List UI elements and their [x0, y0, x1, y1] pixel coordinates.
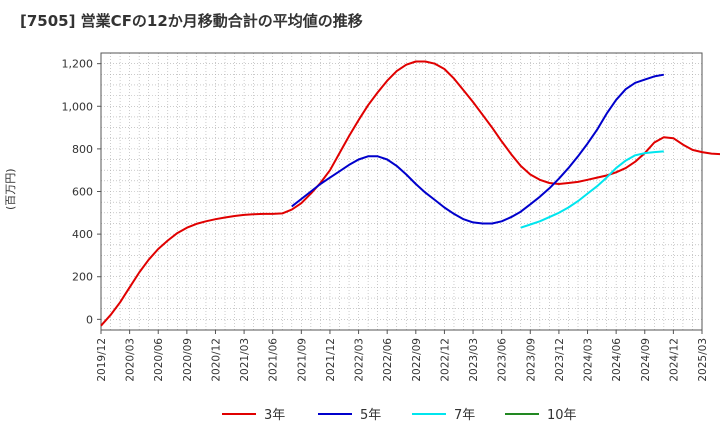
- x-tick-label: 2023/09: [525, 338, 537, 382]
- grid-lines: [100, 52, 703, 331]
- x-tick-label: 2023/12: [554, 338, 566, 382]
- x-tick-label: 2020/12: [210, 338, 222, 382]
- x-tick-label: 2020/03: [125, 338, 137, 382]
- x-tick-label: 2020/06: [153, 338, 165, 382]
- y-tick-label: 0: [86, 313, 93, 326]
- x-tick-label: 2021/12: [325, 338, 337, 382]
- y-tick-label: 1,200: [62, 58, 94, 71]
- series-line: [520, 150, 664, 229]
- series-line: [291, 73, 664, 225]
- x-tick-label: 2021/06: [268, 338, 280, 382]
- x-tick-label: 2024/03: [583, 338, 595, 382]
- x-tick-label: 2020/09: [182, 338, 194, 382]
- x-tick-label: 2023/06: [497, 338, 509, 382]
- x-tick-label: 2021/03: [239, 338, 251, 382]
- y-tick-label: 400: [72, 228, 93, 241]
- legend-label: 7年: [454, 408, 475, 423]
- x-tick-label: 2019/12: [96, 338, 108, 382]
- x-tick-label: 2022/09: [411, 338, 423, 382]
- legend-label: 5年: [360, 408, 381, 423]
- chart-title: [7505] 営業CFの12か月移動合計の平均値の推移: [20, 12, 363, 30]
- y-tick-label: 600: [72, 186, 93, 199]
- x-tick-label: 2025/03: [697, 338, 709, 382]
- series-line: [100, 60, 720, 327]
- x-tick-label: 2024/12: [668, 338, 680, 382]
- x-tick-label: 2024/09: [640, 338, 652, 382]
- y-tick-label: 800: [72, 143, 93, 156]
- x-axis-ticks: 2019/12 2020/03 2020/06 2020/09 2020/12 2021/…: [96, 330, 709, 382]
- legend: 3年 5年 7年 10年: [222, 408, 577, 423]
- legend-label: 3年: [264, 408, 285, 423]
- x-tick-label: 2022/06: [382, 338, 394, 382]
- y-axis-ticks: 0 200 400 600 800 1,000 1,200: [62, 58, 101, 326]
- x-tick-label: 2023/03: [468, 338, 480, 382]
- y-tick-label: 1,000: [62, 100, 94, 113]
- series-lines: [100, 60, 720, 327]
- x-tick-label: 2022/12: [439, 338, 451, 382]
- legend-label: 10年: [547, 408, 577, 423]
- x-tick-label: 2022/03: [354, 338, 366, 382]
- y-tick-label: 200: [72, 271, 93, 284]
- x-tick-label: 2024/06: [611, 338, 623, 382]
- x-tick-label: 2021/09: [296, 338, 308, 382]
